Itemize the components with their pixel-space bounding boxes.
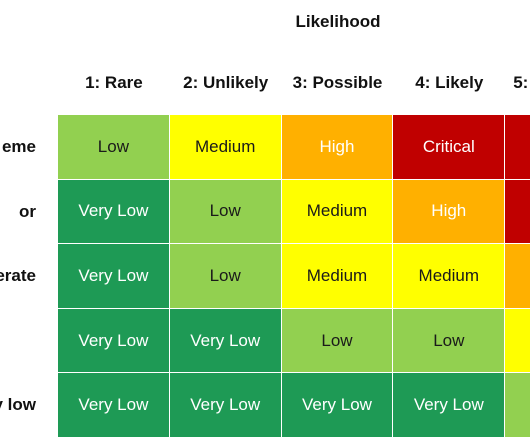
row-header: or [19,201,36,221]
risk-cell: Very Low [58,244,169,308]
row-header: lerate [0,266,36,286]
risk-cell: Low [58,115,169,179]
column-header: 2: Unlikely [183,73,269,92]
risk-cell: High [281,115,393,179]
risk-cell: Very Low [58,179,169,244]
risk-cell [505,373,530,437]
likelihood-axis-title: Likelihood [295,12,381,31]
risk-cell: Low [281,308,393,373]
column-header: 1: Rare [85,73,143,92]
risk-cell: Very Low [58,308,169,373]
risk-cell: Low [393,308,505,373]
risk-cell: Very Low [393,373,505,437]
risk-cell: Medium [281,244,393,308]
risk-cell: Low [169,244,281,308]
risk-cell: Very Low [58,373,169,437]
column-header: 4: Likely [415,73,484,92]
risk-cell [505,115,530,179]
risk-cell: Low [169,179,281,244]
risk-cell: Medium [393,244,505,308]
row-header: eme [1,137,36,156]
row-header: y low [0,395,36,415]
risk-cell: High [393,179,505,244]
risk-cell: Medium [169,115,281,179]
column-header: 5: [513,73,529,92]
column-header: 3: Possible [292,73,383,92]
risk-cell: Very Low [169,373,281,437]
risk-cell: Very Low [169,308,281,373]
risk-cell: Medium [281,179,393,244]
risk-cell [505,244,530,308]
risk-cell: Very Low [281,373,393,437]
risk-cell [505,308,530,373]
risk-cell: Critical [393,115,505,179]
risk-cell [505,179,530,244]
